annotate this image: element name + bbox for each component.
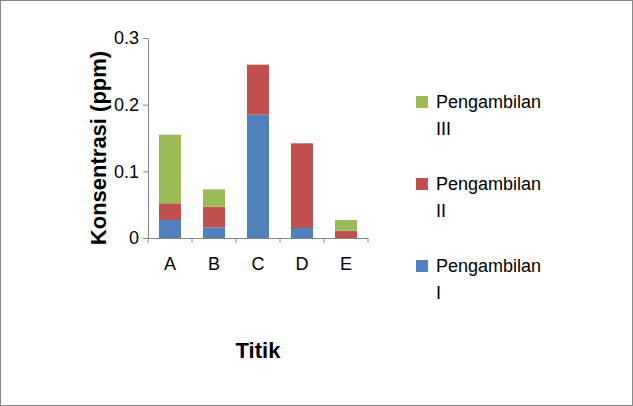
y-tick: 0.2 [114, 95, 148, 115]
y-tick-label: 0.2 [114, 95, 139, 115]
bar-segment [335, 231, 357, 238]
y-tick-label: 0.3 [114, 28, 139, 48]
y-tick-mark [143, 38, 148, 39]
bar-segment [203, 189, 225, 206]
x-tick-label: E [340, 254, 352, 274]
legend-label: PengambilanIII [436, 92, 541, 139]
x-tick: C [252, 238, 265, 274]
y-tick-mark [143, 105, 148, 106]
legend: PengambilanIII PengambilanII PengambilanI [416, 92, 541, 303]
x-tick-label: A [164, 254, 176, 274]
bar-segment [159, 203, 181, 220]
x-tick-label: D [296, 254, 309, 274]
x-tick: B [208, 238, 220, 274]
y-tick-label: 0 [129, 228, 139, 248]
x-separator-tick [236, 238, 237, 243]
legend-swatch [416, 260, 428, 272]
bar-segment [203, 207, 225, 228]
x-tick: D [296, 238, 309, 274]
y-tick-mark [143, 171, 148, 172]
x-axis: A B C D E [149, 238, 369, 274]
x-axis-line [149, 238, 369, 239]
x-tick: E [340, 238, 352, 274]
legend-swatch [416, 96, 428, 108]
y-axis-title: Konsentrasi (ppm) [86, 51, 111, 245]
bar-segment [247, 115, 269, 238]
x-axis-title: Titik [236, 338, 282, 363]
bar-segment [159, 220, 181, 238]
bar-segment [247, 65, 269, 115]
chart: 0 0.1 0.2 0.3 A B C D E Konsentrasi (ppm) Titik Pen… [0, 0, 633, 406]
legend-swatch [416, 178, 428, 190]
bar-segment [291, 143, 313, 144]
bar-segment [247, 64, 269, 65]
x-tick-label: C [252, 254, 265, 274]
y-tick-mark [143, 238, 148, 239]
legend-label: PengambilanII [436, 174, 541, 221]
y-tick: 0.1 [114, 162, 148, 182]
x-separator-tick [148, 238, 149, 243]
x-separator-tick [280, 238, 281, 243]
bars [159, 65, 357, 238]
bar-segment [291, 228, 313, 238]
bar-segment [291, 143, 313, 228]
bar-segment [159, 135, 181, 204]
x-tick: A [164, 238, 176, 274]
bar-segment [203, 227, 225, 238]
x-separator-tick [368, 238, 369, 243]
legend-label: PengambilanI [436, 256, 541, 303]
chart-frame [1, 1, 633, 406]
y-axis: 0 0.1 0.2 0.3 [114, 28, 149, 248]
y-tick: 0 [129, 228, 148, 248]
bar-segment [335, 220, 357, 231]
y-tick-label: 0.1 [114, 162, 139, 182]
x-separator-tick [324, 238, 325, 243]
y-axis-line [148, 39, 149, 239]
x-tick-label: B [208, 254, 220, 274]
y-tick: 0.3 [114, 28, 148, 48]
x-separator-tick [192, 238, 193, 243]
